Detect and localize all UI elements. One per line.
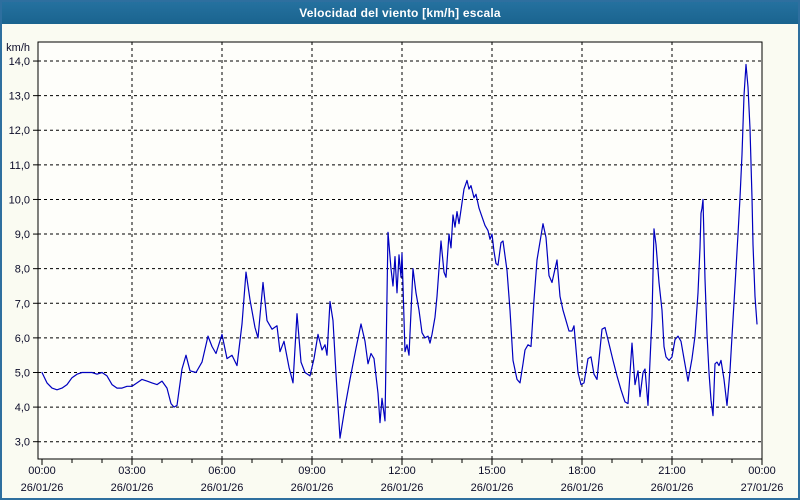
x-tick-time-label: 00:00 xyxy=(748,465,776,477)
x-tick-date-label: 27/01/26 xyxy=(741,482,784,494)
x-tick-date-label: 26/01/26 xyxy=(381,482,424,494)
x-tick-date-label: 26/01/26 xyxy=(201,482,244,494)
x-tick-time-label: 12:00 xyxy=(388,465,416,477)
y-unit-label: km/h xyxy=(6,42,30,54)
wind-speed-chart: 3,0 4,0 5,0 6,0 7,0 8,0 9,0 10,0 11,0 12,0 13,0 14,… xyxy=(6,41,784,494)
y-tick-label: 12,0 xyxy=(9,125,30,137)
y-tick-label: 4,0 xyxy=(15,402,30,414)
x-tick-date-label: 26/01/26 xyxy=(561,482,604,494)
y-tick-label: 9,0 xyxy=(15,229,30,241)
y-tick-label: 11,0 xyxy=(9,160,30,172)
y-tick-label: 10,0 xyxy=(9,194,30,206)
y-tick-label: 7,0 xyxy=(15,298,30,310)
y-tick-label: 14,0 xyxy=(9,56,30,68)
x-tick-date-label: 26/01/26 xyxy=(21,482,64,494)
x-tick-time-label: 03:00 xyxy=(118,465,146,477)
y-tick-label: 6,0 xyxy=(15,333,30,345)
y-tick-label: 3,0 xyxy=(15,437,30,449)
plot-border xyxy=(37,41,763,460)
x-tick-time-label: 21:00 xyxy=(658,465,686,477)
x-tick-time-label: 09:00 xyxy=(298,465,326,477)
x-tick-date-label: 26/01/26 xyxy=(651,482,694,494)
x-tick-time-label: 00:00 xyxy=(28,465,56,477)
x-tick-time-label: 18:00 xyxy=(568,465,596,477)
x-tick-date-label: 26/01/26 xyxy=(471,482,514,494)
x-tick-date-label: 26/01/26 xyxy=(111,482,154,494)
chart-title: Velocidad del viento [km/h] escala xyxy=(299,6,501,20)
y-tick-label: 13,0 xyxy=(9,91,30,103)
x-tick-date-label: 26/01/26 xyxy=(291,482,334,494)
y-tick-label: 5,0 xyxy=(15,367,30,379)
chart-host: 3,0 4,0 5,0 6,0 7,0 8,0 9,0 10,0 11,0 12,0 13,0 14,… xyxy=(2,24,798,498)
wind-speed-line xyxy=(41,63,758,439)
x-tick-time-label: 06:00 xyxy=(208,465,236,477)
y-tick-label: 8,0 xyxy=(15,264,30,276)
title-bar: Velocidad del viento [km/h] escala xyxy=(2,2,798,24)
x-tick-time-label: 15:00 xyxy=(478,465,506,477)
